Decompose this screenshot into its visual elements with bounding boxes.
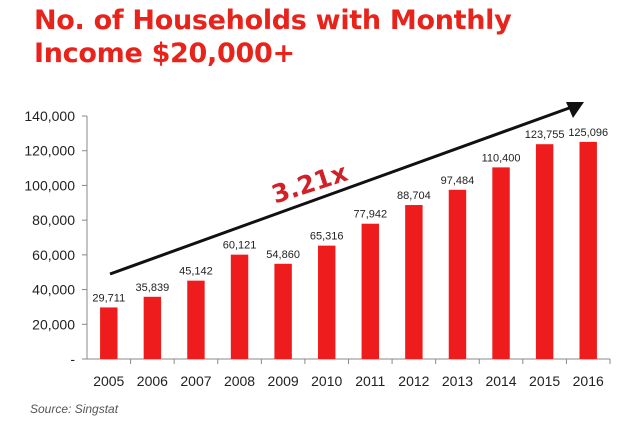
chart-title-line-1: No. of Households with Monthly: [34, 5, 512, 36]
data-label: 110,400: [482, 152, 521, 164]
y-tick-label: 140,000: [24, 108, 75, 124]
y-tick-label: 60,000: [32, 247, 75, 263]
y-tick-label: -: [70, 351, 75, 367]
data-label: 35,839: [136, 282, 170, 294]
x-tick-label: 2014: [485, 373, 516, 389]
data-label: 77,942: [353, 209, 387, 221]
bar: [274, 263, 292, 359]
bar: [100, 307, 118, 359]
data-label: 97,484: [441, 175, 475, 187]
data-label: 123,755: [525, 129, 565, 141]
data-label: 54,860: [266, 249, 300, 261]
data-label: 29,711: [92, 292, 125, 304]
bar: [361, 223, 380, 359]
x-tick-label: 2005: [93, 373, 124, 389]
x-tick-label: 2006: [137, 373, 168, 389]
data-label: 125,096: [568, 127, 608, 139]
data-label: 60,121: [223, 240, 257, 252]
x-tick-label: 2015: [529, 373, 560, 389]
bar: [448, 189, 467, 359]
bar: [535, 144, 554, 359]
data-label: 45,142: [179, 266, 213, 278]
x-tick-label: 2010: [311, 373, 342, 389]
x-tick-label: 2013: [442, 373, 473, 389]
y-tick-label: 120,000: [24, 143, 75, 159]
bar: [579, 141, 597, 359]
x-tick-label: 2012: [398, 373, 429, 389]
bar: [230, 254, 249, 359]
bar: [317, 245, 336, 359]
y-tick-label: 100,000: [24, 177, 75, 193]
x-tick-label: 2009: [268, 373, 299, 389]
x-tick-label: 2011: [355, 373, 385, 389]
x-tick-label: 2007: [180, 373, 211, 389]
chart-title-line-2: Income $20,000+: [34, 38, 295, 69]
bar: [143, 296, 162, 359]
y-tick-label: 80,000: [32, 212, 75, 228]
bar: [492, 167, 510, 359]
data-label: 65,316: [310, 231, 344, 243]
data-label: 88,704: [397, 190, 431, 202]
trend-arrow-line: [109, 105, 573, 276]
trend-arrow-head: [566, 102, 584, 118]
x-tick-label: 2016: [573, 373, 604, 389]
chart-title: No. of Households with Monthly Income $2…: [34, 4, 512, 70]
y-tick-label: 40,000: [32, 282, 75, 298]
x-tick-label: 2008: [224, 373, 255, 389]
y-tick-label: 20,000: [32, 316, 75, 332]
bar: [405, 205, 423, 359]
bar: [187, 280, 205, 359]
source-note: Source: Singstat: [30, 402, 119, 416]
